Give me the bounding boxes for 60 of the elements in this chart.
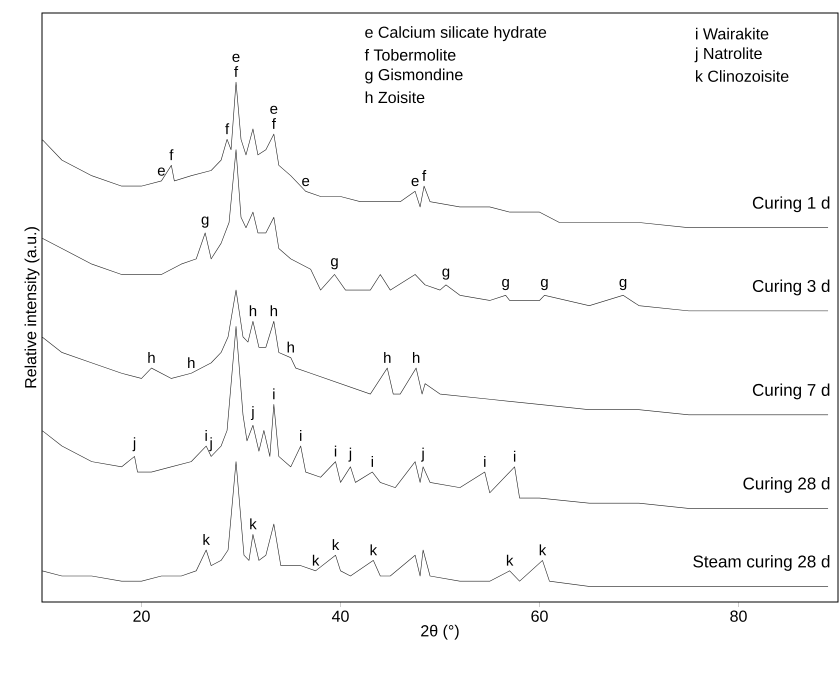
annotation: k bbox=[506, 554, 514, 566]
annotation: i bbox=[484, 456, 486, 467]
annotation: k bbox=[250, 518, 257, 530]
annotation: i bbox=[300, 430, 302, 441]
annotation: f bbox=[422, 170, 426, 181]
annotation: j bbox=[132, 437, 136, 452]
text: f Tobermolite bbox=[364, 48, 456, 61]
annotation: f bbox=[234, 66, 238, 77]
series-label: Curing 3 d bbox=[752, 280, 830, 296]
annotation: i bbox=[273, 388, 274, 400]
x-axis-title: 2θ (°) bbox=[421, 624, 459, 640]
annotation: g bbox=[442, 268, 450, 280]
annotation: k bbox=[312, 554, 320, 566]
annotation: g Gismondine bbox=[365, 68, 463, 84]
annotation: g bbox=[540, 278, 548, 290]
annotation: h bbox=[148, 352, 155, 363]
annotation: h bbox=[188, 357, 194, 368]
annotation: h bbox=[384, 352, 390, 363]
text: i Wairakite bbox=[696, 28, 768, 40]
series-label: Curing 7 d bbox=[752, 383, 830, 400]
y-axis-title: Relative intensity (a.u.) bbox=[24, 227, 40, 388]
x-tick-label: 60 bbox=[531, 610, 548, 622]
annotation: i bbox=[372, 456, 373, 467]
annotation: h bbox=[270, 305, 278, 316]
annotation: h Zoisite bbox=[366, 91, 424, 104]
annotation: i bbox=[334, 446, 336, 456]
series-label: Steam curing 28 d bbox=[693, 555, 830, 571]
annotation: f bbox=[169, 149, 174, 160]
annotation: f bbox=[272, 118, 276, 129]
text: k Clinozoisite bbox=[696, 70, 788, 82]
annotation: e bbox=[412, 178, 419, 186]
text: e Calcium silicate hydrate bbox=[365, 26, 546, 42]
series-label: Curing 1 d bbox=[752, 196, 830, 212]
text: j Natrolite bbox=[694, 47, 762, 62]
annotation: j bbox=[421, 448, 424, 462]
annotation: k bbox=[332, 539, 340, 550]
annotation: k bbox=[203, 534, 210, 545]
annotation: h bbox=[412, 352, 420, 363]
annotation: j bbox=[250, 406, 254, 420]
annotation: g bbox=[330, 258, 338, 270]
x-tick-label: 40 bbox=[332, 610, 349, 622]
x-tick-label: 80 bbox=[730, 610, 747, 622]
annotation: f bbox=[225, 123, 230, 134]
annotation: j bbox=[209, 437, 212, 452]
series-label: Curing 28 d bbox=[743, 477, 830, 493]
annotation: h bbox=[250, 305, 256, 316]
annotation: g bbox=[202, 216, 208, 228]
annotation: i bbox=[514, 450, 516, 462]
annotation: e bbox=[302, 178, 310, 186]
annotation: k bbox=[540, 544, 546, 556]
x-tick-label: 20 bbox=[133, 610, 150, 622]
annotation: g bbox=[502, 278, 509, 290]
annotation: j bbox=[348, 448, 352, 462]
annotation: h bbox=[288, 342, 294, 352]
annotation: i bbox=[206, 430, 207, 441]
annotation: e bbox=[158, 168, 165, 176]
annotation: e bbox=[232, 54, 240, 62]
annotation: e bbox=[270, 106, 278, 114]
annotation: g bbox=[620, 278, 626, 290]
annotation: k bbox=[370, 544, 378, 556]
